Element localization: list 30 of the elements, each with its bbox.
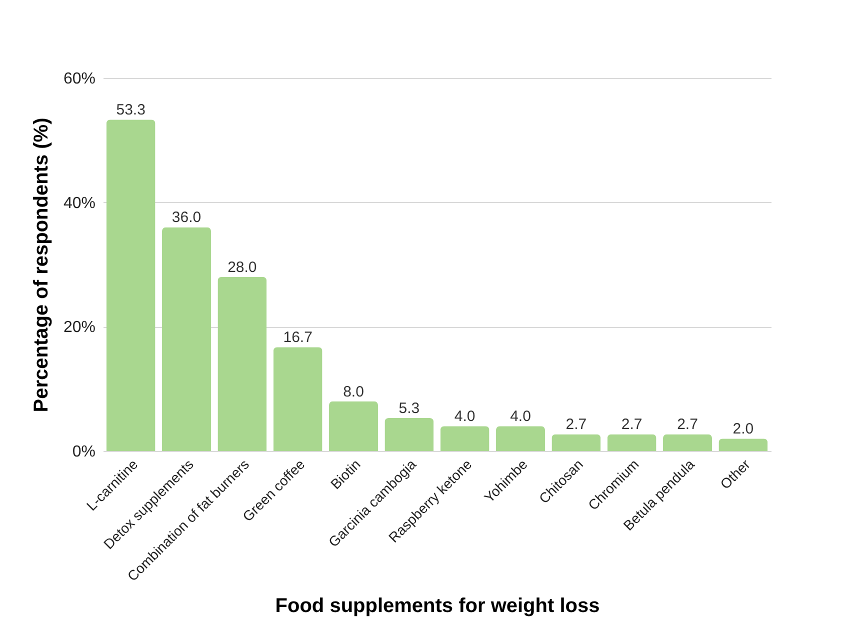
bar [496,426,545,451]
y-tick-label: 40% [63,194,96,212]
y-tick-label: 0% [72,444,96,460]
y-axis-title: Percentage of respondents (%) [30,118,52,412]
data-label: 2.0 [732,420,754,438]
bar [162,227,211,451]
data-label: 2.7 [677,416,698,434]
bar [218,276,267,451]
bar [663,434,712,451]
y-tick-label: 60% [63,70,96,88]
data-label: 28.0 [228,258,257,276]
data-label: 36.0 [172,209,202,226]
bar [552,434,601,451]
y-tick-label: 20% [63,319,96,336]
bar [607,434,656,451]
data-label: 2.7 [566,416,587,434]
data-label: 16.7 [283,329,312,346]
bar [273,347,322,451]
bar [718,438,768,451]
bar [384,418,434,451]
data-label: 53.3 [116,102,146,119]
bar [329,401,378,451]
data-label: 5.3 [398,400,420,418]
bar [106,120,156,451]
data-label: 4.0 [454,408,476,426]
data-label: 4.0 [510,408,531,426]
data-label: 8.0 [343,383,364,400]
bar [440,426,490,451]
data-label: 2.7 [621,416,642,434]
x-axis-title: Food supplements for weight loss [275,595,600,618]
